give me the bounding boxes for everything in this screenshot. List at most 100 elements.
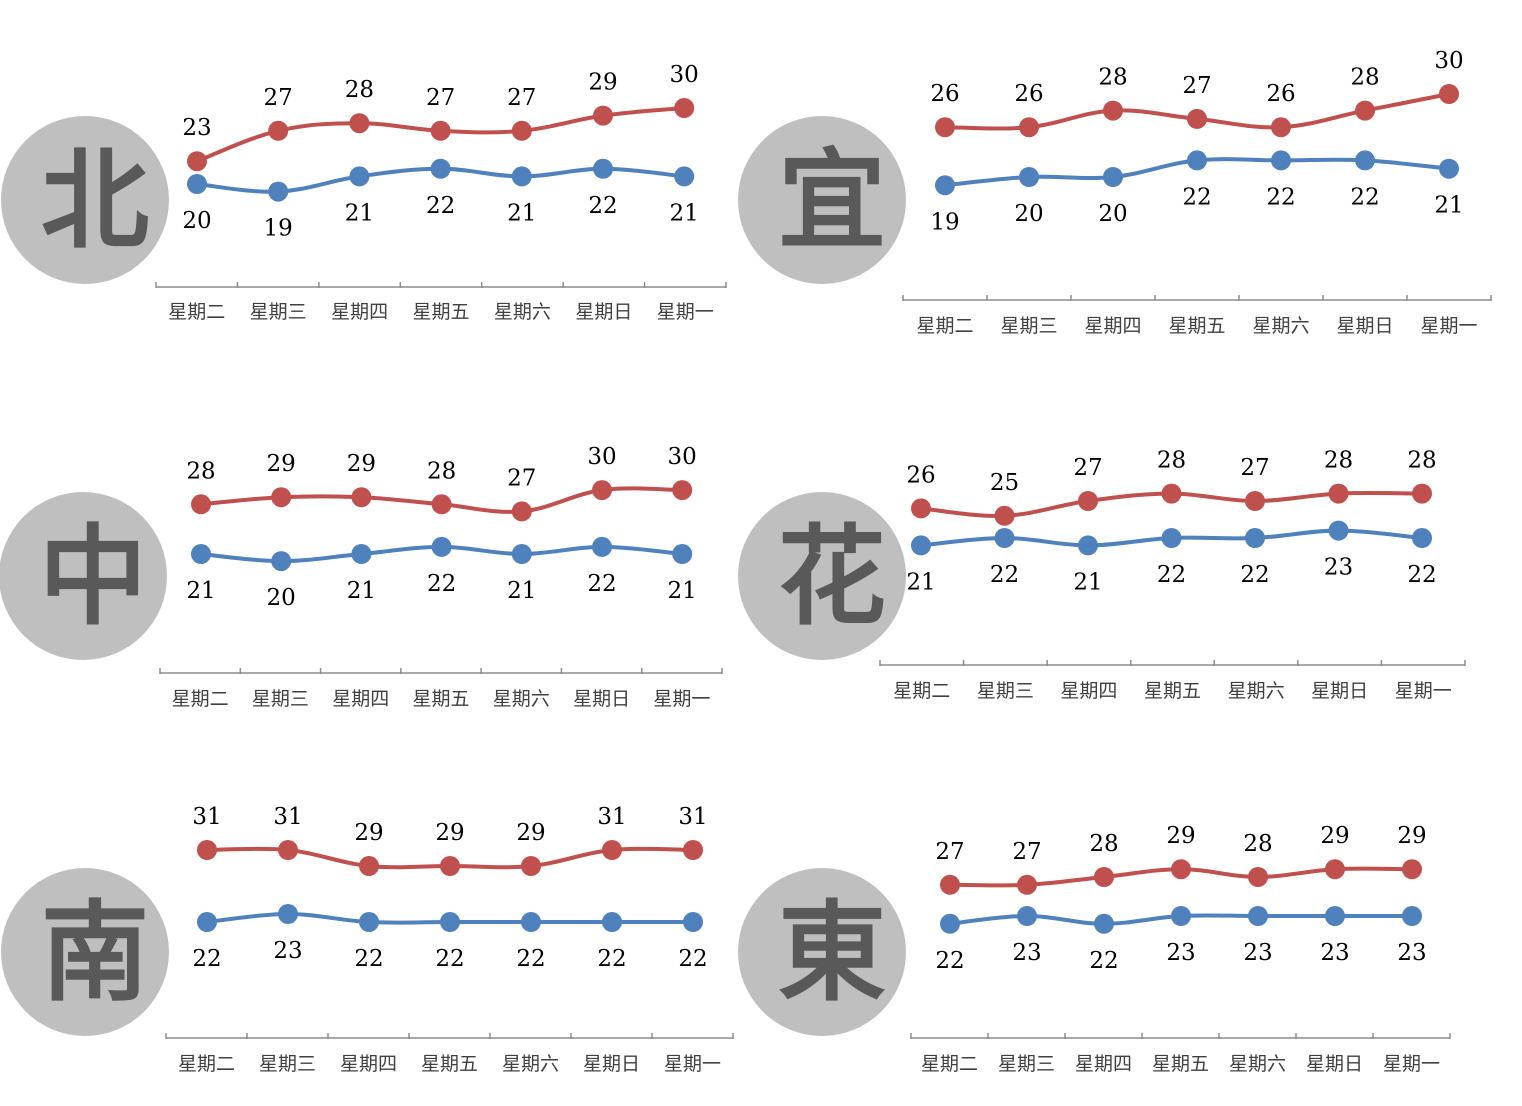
high-temp-point: [1103, 100, 1123, 121]
high-temp-point: [1017, 874, 1037, 895]
x-tick-label: 星期三: [998, 1053, 1055, 1075]
high-temp-point: [1355, 100, 1375, 121]
x-tick-label: 星期五: [1144, 680, 1201, 702]
region-badge: [738, 492, 906, 660]
low-temp-label: 21: [186, 578, 215, 604]
high-temp-point: [197, 840, 217, 860]
x-tick-label: 星期一: [1395, 680, 1452, 702]
high-temp-label: 28: [345, 77, 374, 103]
x-tick-label: 星期一: [1420, 315, 1477, 337]
region-badge: [1, 868, 169, 1036]
region-label: 北: [41, 139, 149, 264]
x-tick-label: 星期日: [573, 688, 630, 710]
high-temp-point: [268, 120, 289, 141]
x-tick-label: 星期三: [250, 301, 307, 323]
x-tick-label: 星期二: [178, 1053, 235, 1075]
x-tick-label: 星期日: [1306, 1053, 1363, 1075]
low-temp-label: 22: [435, 946, 464, 972]
low-temp-point: [1017, 906, 1037, 926]
low-temp-label: 21: [668, 578, 697, 604]
low-temp-point: [1328, 520, 1349, 541]
region-label: 東: [778, 891, 886, 1016]
low-temp-label: 23: [1012, 940, 1041, 966]
low-temp-label: 22: [678, 946, 707, 972]
low-temp-label: 22: [1089, 948, 1118, 974]
low-temp-point: [994, 528, 1015, 548]
low-temp-point: [592, 536, 612, 557]
region-label: 南: [41, 891, 149, 1016]
x-tick-label: 星期六: [1228, 680, 1285, 702]
low-temp-label: 23: [1243, 940, 1272, 966]
x-tick-label: 星期一: [664, 1053, 721, 1075]
high-temp-label: 30: [670, 62, 699, 88]
high-temp-label: 27: [507, 465, 536, 491]
low-temp-point: [271, 551, 292, 572]
low-temp-point: [602, 912, 622, 932]
low-temp-label: 22: [588, 193, 617, 219]
low-temp-point: [431, 536, 452, 557]
x-tick-label: 星期三: [1000, 315, 1057, 337]
high-temp-label: 26: [1014, 81, 1043, 107]
low-temp-label: 21: [345, 200, 374, 226]
low-temp-point: [1103, 167, 1123, 187]
region-label: 花: [778, 515, 886, 640]
x-tick-label: 星期四: [332, 688, 389, 710]
high-temp-point: [1328, 483, 1349, 504]
high-temp-point: [911, 498, 931, 519]
low-temp-point: [1094, 913, 1114, 934]
high-temp-point: [935, 117, 955, 138]
high-temp-label: 28: [1407, 448, 1436, 474]
high-temp-point: [1248, 867, 1268, 887]
low-temp-point: [1355, 150, 1375, 171]
low-temp-label: 22: [587, 571, 616, 597]
x-tick-label: 星期日: [1311, 680, 1368, 702]
x-tick-label: 星期六: [502, 1053, 559, 1075]
high-temp-label: 26: [930, 81, 959, 107]
low-temp-label: 21: [507, 578, 536, 604]
high-temp-label: 29: [516, 820, 545, 846]
low-temp-point: [1245, 528, 1265, 548]
high-temp-label: 29: [435, 820, 464, 846]
low-temp-label: 21: [1073, 569, 1102, 595]
low-temp-label: 21: [906, 569, 935, 595]
high-temp-point: [1171, 859, 1191, 880]
x-tick-label: 星期六: [494, 301, 551, 323]
x-tick-label: 星期五: [1152, 1053, 1209, 1075]
low-temp-label: 22: [192, 946, 221, 972]
high-temp-point: [1412, 483, 1432, 504]
high-temp-point: [278, 840, 298, 860]
low-temp-label: 21: [670, 200, 699, 226]
x-tick-label: 星期四: [1084, 315, 1141, 337]
low-temp-label: 22: [427, 571, 456, 597]
low-temp-label: 22: [1182, 184, 1211, 210]
low-temp-label: 22: [1240, 562, 1269, 588]
high-temp-label: 23: [182, 115, 211, 141]
low-temp-label: 23: [1397, 940, 1426, 966]
low-temp-point: [191, 544, 211, 564]
high-temp-point: [187, 151, 207, 172]
low-temp-point: [1248, 906, 1268, 926]
high-temp-label: 30: [668, 444, 697, 470]
low-temp-point: [349, 166, 370, 187]
high-temp-label: 31: [192, 804, 221, 830]
high-temp-label: 28: [427, 458, 456, 484]
high-temp-point: [349, 113, 370, 134]
high-temp-label: 28: [1157, 448, 1186, 474]
x-tick-label: 星期四: [1075, 1053, 1132, 1075]
low-temp-label: 23: [1320, 940, 1349, 966]
high-temp-label: 29: [347, 451, 376, 477]
x-tick-label: 星期二: [916, 315, 973, 337]
low-temp-point: [1078, 535, 1098, 556]
high-temp-label: 31: [597, 804, 626, 830]
high-temp-label: 30: [587, 444, 616, 470]
high-temp-label: 28: [186, 458, 215, 484]
high-temp-label: 27: [1073, 455, 1102, 481]
low-temp-point: [359, 912, 379, 932]
high-temp-label: 26: [906, 462, 935, 488]
high-temp-point: [674, 98, 695, 118]
x-tick-label: 星期四: [331, 301, 388, 323]
